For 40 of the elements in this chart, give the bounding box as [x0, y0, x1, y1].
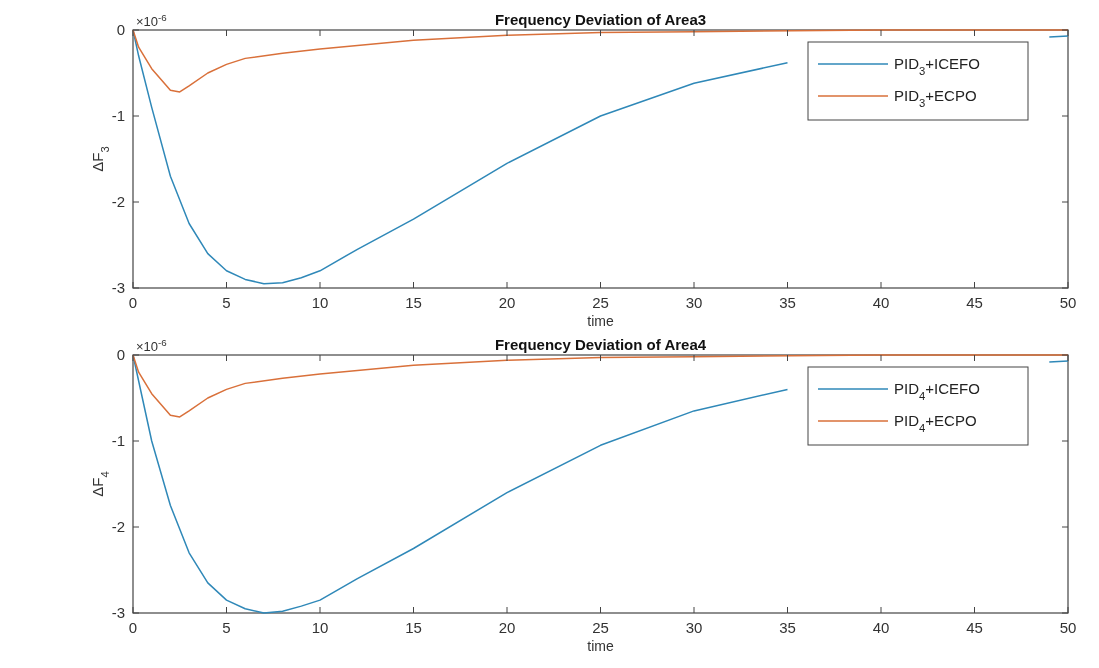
y-tick-label: -1 [111, 432, 125, 449]
x-axis-title: time [587, 638, 614, 654]
chart-title: Frequency Deviation of Area3 [494, 11, 707, 28]
x-tick-label: 30 [685, 619, 703, 636]
x-tick-label: 50 [1059, 294, 1077, 311]
x-tick-label: 20 [498, 619, 516, 636]
x-tick-label: 45 [966, 619, 983, 636]
x-tick-label: 5 [222, 294, 231, 311]
chart-title: Frequency Deviation of Area4 [494, 336, 707, 353]
x-axis-title: time [587, 313, 614, 329]
x-tick-label: 25 [592, 294, 609, 311]
x-tick-label: 45 [966, 294, 983, 311]
y-tick-label: 0 [116, 21, 125, 38]
x-tick-label: 50 [1059, 619, 1077, 636]
legend-label: PID$_{3}$+ECPO [894, 87, 977, 109]
y-tick-label: -2 [111, 518, 125, 535]
y-tick-label: -1 [111, 107, 125, 124]
x-tick-label: 35 [779, 619, 796, 636]
x-tick-label: 15 [405, 619, 422, 636]
x-tick-label: 0 [128, 619, 138, 636]
x-tick-label: 0 [128, 294, 138, 311]
legend-label: PID$_{3}$+ICEFO [894, 55, 980, 77]
x-tick-label: 15 [405, 294, 422, 311]
x-tick-label: 40 [872, 294, 890, 311]
y-tick-label: 0 [116, 346, 125, 363]
x-tick-label: 20 [498, 294, 516, 311]
x-tick-label: 25 [592, 619, 609, 636]
text: ×10$^{-6}$ [136, 11, 167, 29]
y-tick-label: -2 [111, 193, 125, 210]
x-tick-label: 40 [872, 619, 890, 636]
x-tick-label: 30 [685, 294, 703, 311]
legend-label: PID$_{4}$+ECPO [894, 412, 977, 434]
y-tick-label: -3 [111, 279, 125, 296]
y-tick-label: -3 [111, 604, 125, 621]
x-tick-label: 5 [222, 619, 231, 636]
x-tick-label: 35 [779, 294, 796, 311]
x-tick-label: 10 [311, 294, 329, 311]
text: ×10$^{-6}$ [136, 336, 167, 354]
x-tick-label: 10 [311, 619, 329, 636]
legend-label: PID$_{4}$+ICEFO [894, 380, 980, 402]
